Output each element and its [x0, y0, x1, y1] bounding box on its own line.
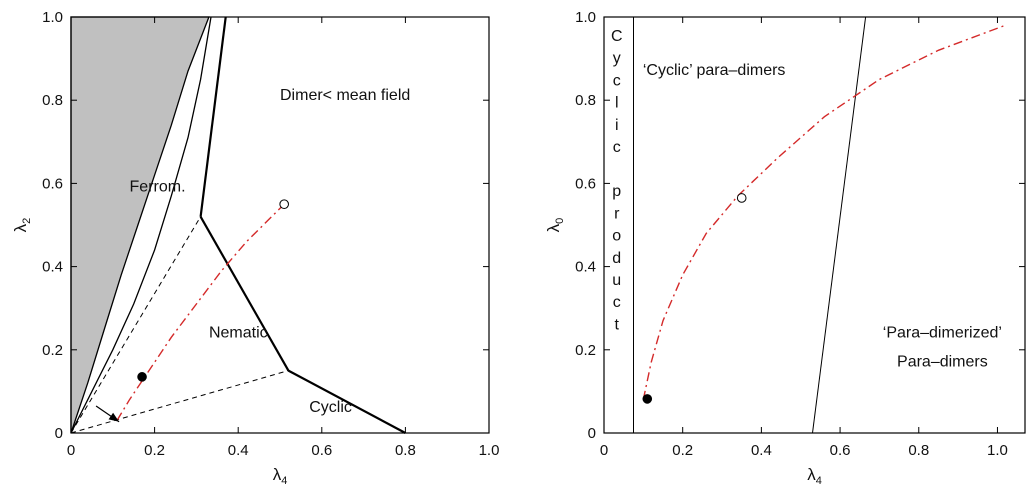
x-tick-label: 0.6 — [311, 442, 332, 459]
filled-point-marker — [137, 372, 147, 382]
region-label: Dimer< mean field — [280, 87, 410, 104]
ferro-shaded-region — [70, 16, 210, 434]
vertical-label-letter: c — [613, 72, 621, 89]
vertical-label-letter: d — [612, 250, 621, 267]
y-tick-label: 0 — [55, 425, 63, 442]
x-tick-label: 0.8 — [908, 442, 929, 459]
vertical-label-letter: c — [613, 139, 621, 156]
filled-point-marker — [642, 394, 653, 404]
plot-frame — [603, 16, 1026, 434]
region-label: Cyclic — [309, 399, 352, 416]
dashed-boundary-1 — [70, 370, 289, 434]
x-tick-label: 1.0 — [479, 442, 500, 459]
y-tick-label: 0.8 — [575, 92, 596, 109]
y-axis-label: λ2 — [11, 218, 33, 233]
vertical-label-letter: o — [612, 228, 621, 245]
dash-dot-trajectory-0 — [116, 203, 285, 421]
vertical-label-letter: r — [614, 205, 620, 222]
region-label: ‘Para–dimerized’ — [883, 324, 1002, 341]
y-axis-label: λ0 — [544, 218, 566, 233]
phase-boundary-1 — [812, 16, 867, 434]
region-label: Para–dimers — [897, 353, 988, 370]
y-tick-label: 0 — [588, 425, 596, 442]
x-tick-label: 0.2 — [144, 442, 165, 459]
x-tick-label: 0.4 — [228, 442, 249, 459]
y-tick-label: 0.2 — [575, 342, 596, 359]
y-tick-label: 0.4 — [575, 259, 596, 276]
x-tick-label: 0.2 — [672, 442, 693, 459]
x-tick-label: 0.6 — [830, 442, 851, 459]
vertical-label-letter: y — [613, 50, 621, 67]
x-tick-label: 0 — [600, 442, 608, 459]
dashed-boundary-0 — [70, 216, 202, 434]
y-tick-label: 0.2 — [42, 342, 63, 359]
left-phase-diagram: 00 0.2 0.2 0.4 0.4 0.6 0.6 0.8 0.8 1.0 1.0 λ4 λ2 Dime… — [11, 9, 499, 487]
region-label: ‘Cyclic’ para–dimers — [643, 62, 786, 79]
x-axis-label: λ4 — [273, 465, 288, 487]
region-label: Nematic — [209, 324, 268, 341]
plot-frame — [70, 16, 490, 434]
region-label: Ferrom. — [130, 179, 186, 196]
y-tick-label: 0.6 — [575, 175, 596, 192]
ferro-boundary-line — [70, 16, 212, 434]
vertical-label-letter: l — [615, 95, 619, 112]
open-point-marker — [736, 193, 747, 203]
phase-boundary-2 — [287, 369, 406, 434]
vertical-label-letter: i — [615, 117, 619, 134]
right-phase-diagram: 00 0.2 0.2 0.4 0.4 0.6 0.6 0.8 0.8 1.0 1.0 λ4 λ0 ‘Cyc… — [544, 9, 1026, 487]
vertical-label-letter: t — [615, 316, 620, 333]
x-tick-label: 0.8 — [395, 442, 416, 459]
arrow-head — [108, 412, 120, 422]
x-tick-label: 0.4 — [751, 442, 772, 459]
y-tick-label: 0.4 — [42, 259, 63, 276]
vertical-label-letter: C — [611, 28, 623, 45]
phase-boundary-1 — [199, 216, 290, 372]
y-tick-label: 0.8 — [42, 92, 63, 109]
vertical-label-letter: p — [612, 183, 621, 200]
y-tick-label: 1.0 — [42, 9, 63, 26]
x-tick-label: 1.0 — [987, 442, 1008, 459]
y-tick-label: 0.6 — [42, 175, 63, 192]
open-point-marker — [279, 199, 289, 209]
x-tick-label: 0 — [67, 442, 75, 459]
phase-boundary-0 — [199, 16, 227, 217]
vertical-label-letter: c — [613, 294, 621, 311]
y-tick-label: 1.0 — [575, 9, 596, 26]
x-axis-label: λ4 — [807, 465, 822, 487]
vertical-label-letter: u — [612, 272, 621, 289]
